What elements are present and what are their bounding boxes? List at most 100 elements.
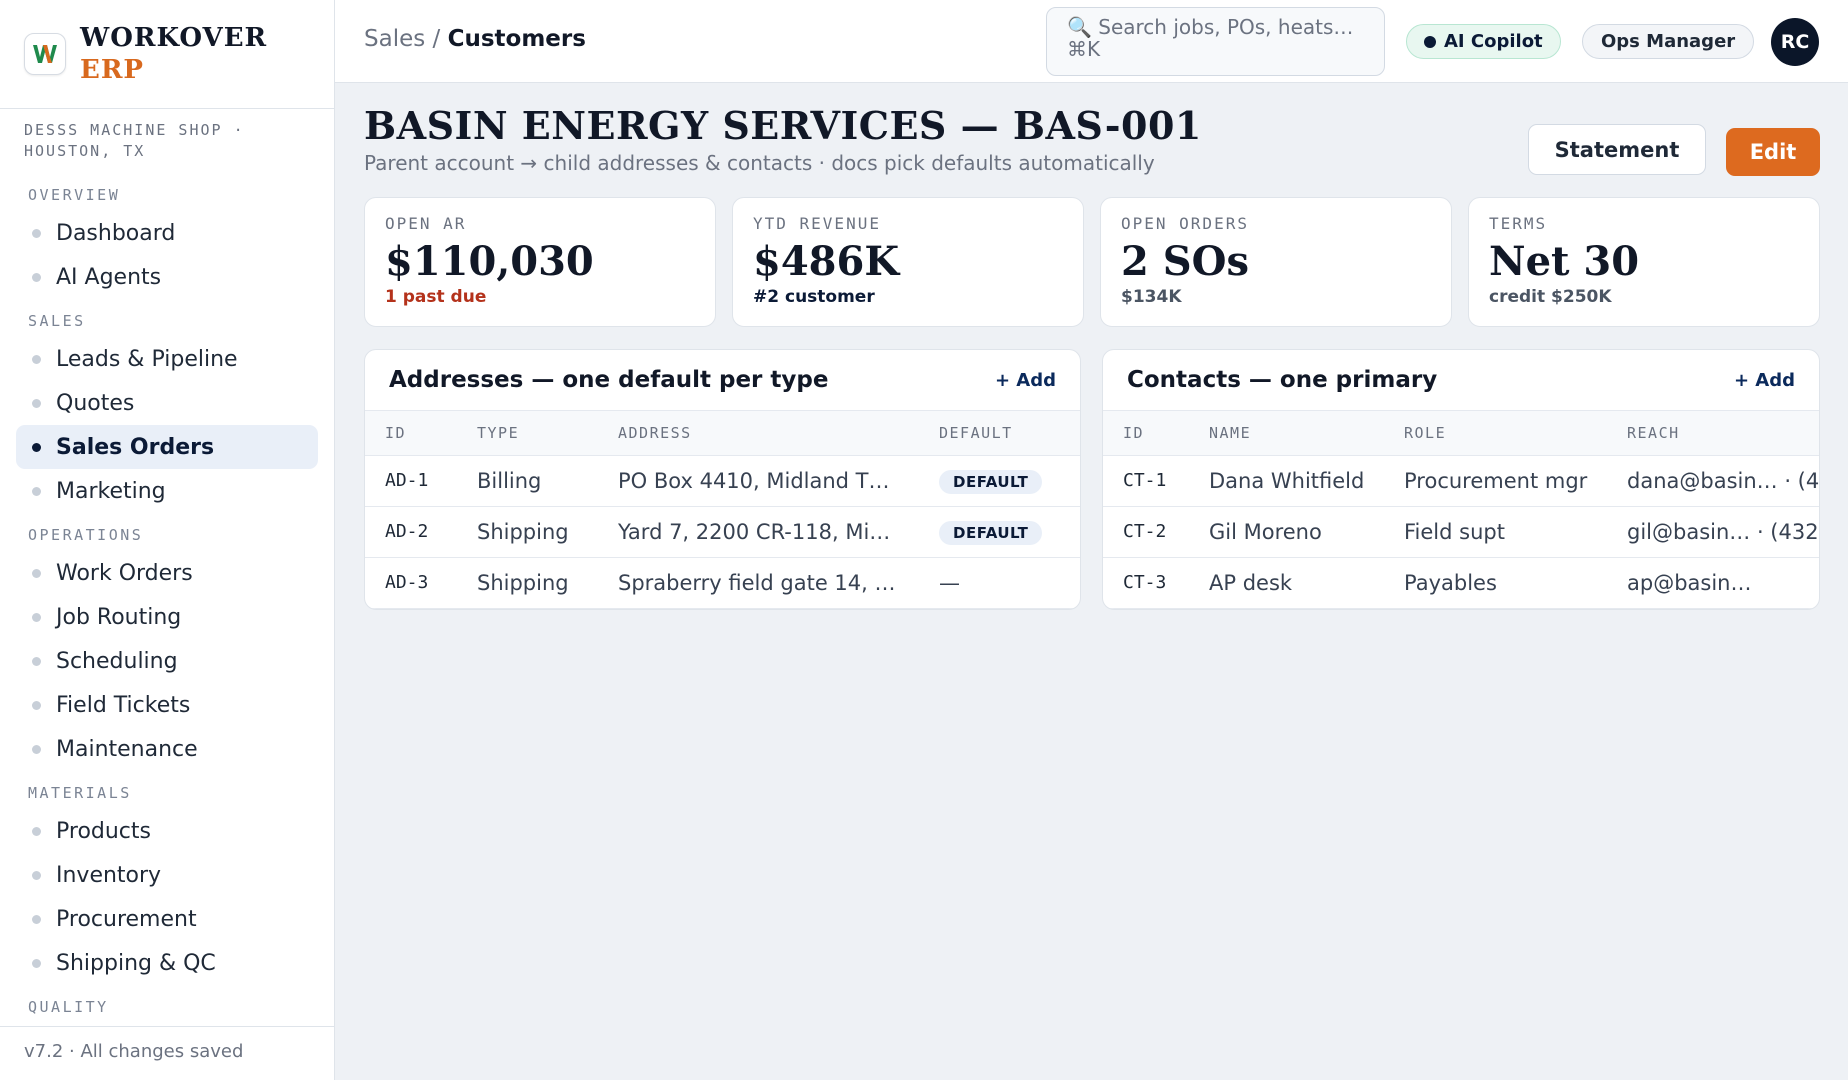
contact-role: Payables (1384, 557, 1607, 609)
logo-w-mark (33, 45, 57, 63)
sidebar-item-sales-orders[interactable]: Sales Orders (16, 425, 318, 469)
table-row[interactable]: AD-1 Billing PO Box 4410, Midland T… DEF… (365, 455, 1080, 507)
sidebar-item-ai-agents[interactable]: AI Agents (16, 255, 318, 299)
sidebar-item-label: Shipping & QC (56, 950, 216, 976)
stat-note: #2 customer (753, 287, 875, 307)
stat-note: 1 past due (385, 287, 487, 307)
bullet-icon (32, 959, 41, 968)
column-header[interactable]: NAME (1189, 411, 1384, 456)
page-title: BASIN ENERGY SERVICES — BAS-001 (364, 103, 1202, 148)
bullet-icon (32, 915, 41, 924)
sidebar-item-job-routing[interactable]: Job Routing (16, 595, 318, 639)
bullet-icon (32, 657, 41, 666)
sidebar-item-label: Dashboard (56, 220, 176, 246)
sidebar-item-label: Sales Orders (56, 434, 215, 460)
bullet-icon (32, 827, 41, 836)
sidebar-item-label: Job Routing (56, 604, 182, 630)
search-input[interactable]: 🔍 Search jobs, POs, heats… ⌘K (1046, 7, 1385, 76)
sidebar-item-label: Leads & Pipeline (56, 346, 238, 372)
column-header[interactable]: ID (365, 411, 457, 456)
sidebar-item-work-orders[interactable]: Work Orders (16, 551, 318, 595)
default-badge: DEFAULT (939, 469, 1043, 494)
sidebar-item-shipping-qc[interactable]: Shipping & QC (16, 941, 318, 985)
table-row[interactable]: CT-2 Gil Moreno Field supt gil@basin… · … (1103, 506, 1819, 558)
sidebar-item-label: Products (56, 818, 151, 844)
bullet-icon (32, 443, 41, 452)
sidebar-item-leads-pipeline[interactable]: Leads & Pipeline (16, 337, 318, 381)
contact-role: Procurement mgr (1384, 455, 1607, 507)
stat-card-ytd-revenue: YTD REVENUE $486K #2 customer (732, 197, 1084, 327)
stat-label: YTD REVENUE (753, 214, 881, 233)
contact-id: CT-2 (1103, 506, 1189, 558)
addresses-title: Addresses — one default per type (389, 367, 829, 393)
stat-card-terms: TERMS Net 30 credit $250K (1468, 197, 1820, 327)
statement-button[interactable]: Statement (1528, 124, 1706, 175)
bullet-icon (32, 701, 41, 710)
edit-button[interactable]: Edit (1726, 128, 1820, 176)
table-row[interactable]: CT-1 Dana Whitfield Procurement mgr dana… (1103, 455, 1819, 507)
add-contact-button[interactable]: + Add (1733, 369, 1795, 391)
address-id: AD-3 (365, 557, 457, 609)
table-row[interactable]: AD-3 Shipping Spraberry field gate 14, …… (365, 557, 1080, 609)
bullet-icon (32, 399, 41, 408)
address-id: AD-2 (365, 506, 457, 558)
column-header[interactable]: ADDRESS (598, 411, 919, 456)
bullet-icon (32, 745, 41, 754)
bullet-icon (32, 569, 41, 578)
workover-logo-icon[interactable] (24, 33, 66, 75)
stat-note: credit $250K (1489, 287, 1612, 307)
table-row[interactable]: CT-3 AP desk Payables ap@basin… (1103, 557, 1819, 609)
sidebar-nav: OVERVIEW Dashboard AI Agents SALES Leads & P… (0, 179, 334, 1023)
sidebar: WORKOVER ERP DESSS MACHINE SHOP · HOUSTO… (0, 0, 335, 1080)
ai-copilot-button[interactable]: AI Copilot (1406, 24, 1561, 59)
bullet-icon (32, 229, 41, 238)
nav-section-heading: OPERATIONS (28, 526, 144, 544)
sidebar-item-quotes[interactable]: Quotes (16, 381, 318, 425)
bullet-icon (32, 355, 41, 364)
breadcrumb: Sales / Customers (364, 26, 586, 52)
stat-card-open-orders: OPEN ORDERS 2 SOs $134K (1100, 197, 1452, 327)
sidebar-item-label: Scheduling (56, 648, 178, 674)
sidebar-item-procurement[interactable]: Procurement (16, 897, 318, 941)
contact-role: Field supt (1384, 506, 1607, 558)
stat-label: OPEN ORDERS (1121, 214, 1249, 233)
sidebar-item-marketing[interactable]: Marketing (16, 469, 318, 513)
sidebar-item-maintenance[interactable]: Maintenance (16, 727, 318, 771)
role-switcher[interactable]: Ops Manager (1582, 24, 1755, 59)
sidebar-item-inventory[interactable]: Inventory (16, 853, 318, 897)
sidebar-item-label: Inventory (56, 862, 162, 888)
column-header[interactable]: TYPE (457, 411, 598, 456)
contact-id: CT-3 (1103, 557, 1189, 609)
ai-copilot-label: AI Copilot (1444, 31, 1543, 52)
status-dot-icon (1424, 35, 1436, 48)
breadcrumb-parent[interactable]: Sales (364, 26, 426, 52)
addresses-table: ID TYPE ADDRESS DEFAULT AD-1 Billing PO … (365, 411, 1080, 609)
stat-label: OPEN AR (385, 214, 467, 233)
bullet-icon (32, 613, 41, 622)
avatar[interactable]: RC (1771, 18, 1819, 66)
add-address-button[interactable]: + Add (994, 369, 1056, 391)
column-header[interactable]: DEFAULT (919, 411, 1080, 456)
sidebar-footer-status: v7.2 · All changes saved (0, 1026, 334, 1080)
sidebar-item-label: Field Tickets (56, 692, 191, 718)
contact-reach: gil@basin… · (432 (1607, 506, 1819, 558)
sidebar-item-dashboard[interactable]: Dashboard (16, 211, 318, 255)
sidebar-item-field-tickets[interactable]: Field Tickets (16, 683, 318, 727)
sidebar-item-label: Maintenance (56, 736, 198, 762)
column-header[interactable]: REACH (1607, 411, 1819, 456)
address-type: Shipping (457, 506, 598, 558)
address-text: Yard 7, 2200 CR-118, Mi… (598, 506, 919, 558)
breadcrumb-current: Customers (447, 26, 586, 52)
brand-name: WORKOVER (80, 23, 268, 53)
sidebar-item-products[interactable]: Products (16, 809, 318, 853)
top-header: Sales / Customers 🔍 Search jobs, POs, he… (335, 0, 1848, 83)
nav-section-heading: OVERVIEW (28, 186, 121, 204)
column-header[interactable]: ROLE (1384, 411, 1607, 456)
address-id: AD-1 (365, 455, 457, 507)
sidebar-item-scheduling[interactable]: Scheduling (16, 639, 318, 683)
sidebar-item-label: Work Orders (56, 560, 193, 586)
contacts-title: Contacts — one primary (1127, 367, 1438, 393)
brand-sub: ERP (80, 55, 144, 85)
column-header[interactable]: ID (1103, 411, 1189, 456)
table-row[interactable]: AD-2 Shipping Yard 7, 2200 CR-118, Mi… D… (365, 506, 1080, 558)
